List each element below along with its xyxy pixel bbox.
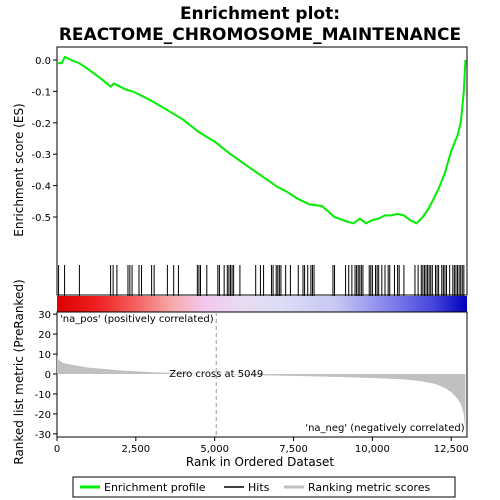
metric-ytick-label: -20 <box>35 410 51 421</box>
legend-hits-label: Hits <box>248 481 270 494</box>
es-ytick-label: 0.0 <box>35 56 51 67</box>
zero-cross-label: Zero cross at 5049 <box>169 369 263 380</box>
title-line1: Enrichment plot: <box>180 4 340 24</box>
metric-panel: 30 20 10 0 -10 -20 -30 0 2,500 5,000 7,500 10,000 1… <box>35 310 469 455</box>
es-ytick-label: -0.5 <box>31 213 51 224</box>
legend-box <box>72 476 456 498</box>
legend-ranking-label: Ranking metric scores <box>308 481 430 494</box>
metric-ytick-label: 0 <box>45 370 51 381</box>
es-panel: 0.0 -0.1 -0.2 -0.3 -0.4 -0.5 <box>31 46 468 312</box>
es-ytick-label: -0.4 <box>31 182 51 193</box>
metric-ytick-label: -10 <box>35 390 51 401</box>
title-line2: REACTOME_CHROMOSOME_MAINTENANCE <box>59 25 461 45</box>
x-axis-label: Rank in Ordered Dataset <box>186 455 334 469</box>
xtick-label: 10,000 <box>355 444 390 455</box>
neg-correlated-label: 'na_neg' (negatively correlated) <box>305 423 464 434</box>
xtick-label: 5,000 <box>200 444 229 455</box>
y-axis-label-es: Enrichment score (ES) <box>12 103 26 236</box>
es-panel-frame <box>56 46 468 296</box>
ranking-metric-area <box>57 356 466 432</box>
es-ytick-label: -0.2 <box>31 119 51 130</box>
xtick-label: 0 <box>54 444 60 455</box>
xtick-label: 12,500 <box>434 444 469 455</box>
metric-ytick-label: 30 <box>38 310 51 321</box>
hit-lines <box>58 265 465 296</box>
metric-ytick-label: 10 <box>38 350 51 361</box>
legend-enrichment-label: Enrichment profile <box>104 481 206 494</box>
ranking-color-bar <box>57 296 467 312</box>
es-ytick-label: -0.1 <box>31 87 51 98</box>
xtick-label: 7,500 <box>279 444 308 455</box>
metric-ytick-label: -30 <box>35 430 51 441</box>
metric-ytick-label: 20 <box>38 330 51 341</box>
y-axis-label-metric: Ranked list metric (PreRanked) <box>12 279 26 464</box>
es-ytick-label: -0.3 <box>31 150 51 161</box>
pos-correlated-label: 'na_pos' (positively correlated) <box>60 314 214 325</box>
xtick-label: 2,500 <box>122 444 151 455</box>
legend: Enrichment profile Hits Ranking metric s… <box>72 476 456 498</box>
enrichment-line <box>57 55 467 225</box>
